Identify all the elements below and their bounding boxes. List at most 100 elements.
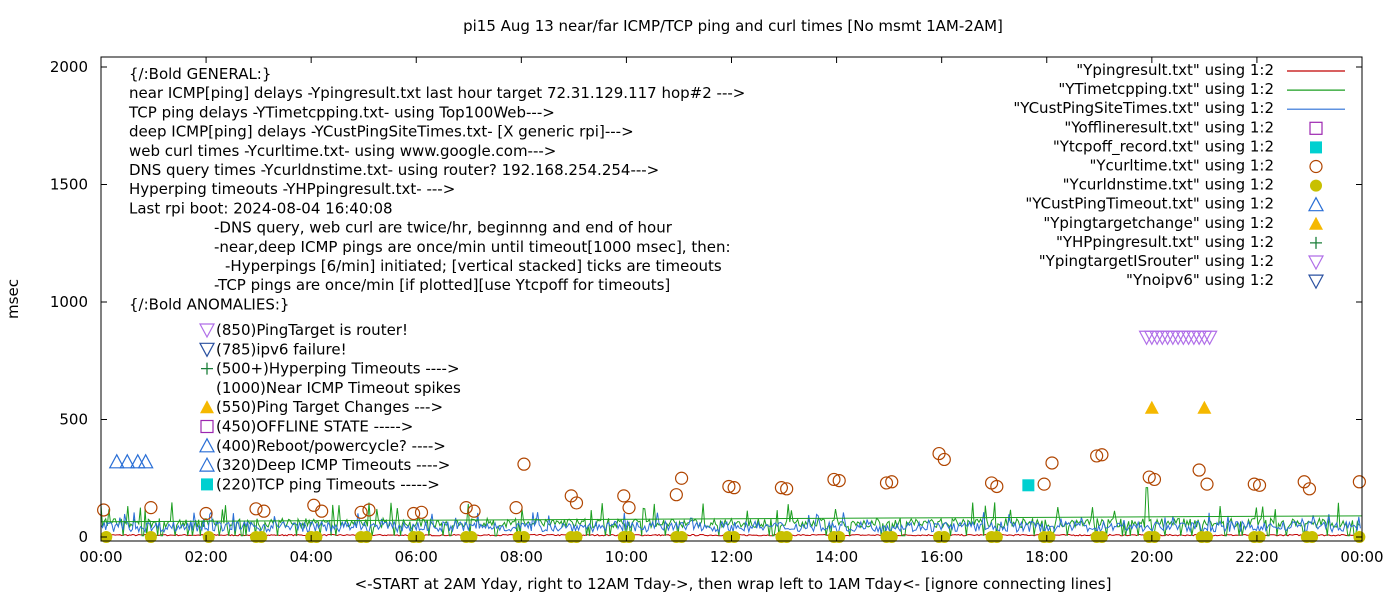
data-point <box>674 471 689 485</box>
x-tick-label: 22:00 <box>1235 548 1278 566</box>
data-point <box>937 452 951 467</box>
data-point <box>1252 478 1267 492</box>
legend-label: "Ynoipv6" using 1:2 <box>1126 271 1274 289</box>
anomaly-key-marker <box>198 437 216 453</box>
data-point <box>1037 477 1051 491</box>
anomaly-key-label: (220)TCP ping Timeouts -----> <box>216 475 440 493</box>
data-point <box>199 506 213 521</box>
anomaly-key-marker <box>198 323 216 339</box>
anomaly-key-marker <box>198 456 216 472</box>
legend-label: "Ypingresult.txt" using 1:2 <box>1076 61 1274 79</box>
data-point <box>1200 477 1214 491</box>
data-point <box>307 498 321 512</box>
annotation-line: Last rpi boot: 2024-08-04 16:40:08 <box>129 199 393 217</box>
legend-marker <box>1310 179 1322 192</box>
data-point <box>315 504 329 518</box>
x-tick-label: 06:00 <box>395 548 438 566</box>
annotation-line: -Hyperpings [6/min] initiated; [vertical… <box>225 257 722 275</box>
anomaly-key-marker <box>198 342 216 358</box>
data-point <box>1045 456 1059 470</box>
data-point <box>564 489 578 503</box>
data-point <box>1095 448 1109 462</box>
annotation-line: -DNS query, web curl are twice/hr, begin… <box>214 219 673 237</box>
data-point <box>774 481 789 495</box>
data-point <box>459 501 473 515</box>
anomaly-key-marker <box>201 362 213 375</box>
x-tick-label: 20:00 <box>1130 548 1173 566</box>
annotation-line: TCP ping delays -YTimetcpping.txt- using… <box>128 103 555 121</box>
legend-label: "YpingtargetISrouter" using 1:2 <box>1039 252 1274 270</box>
series-line-trend <box>100 515 1363 523</box>
annotation-line: near ICMP[ping] delays -Ypingresult.txt … <box>129 84 745 102</box>
data-point <box>97 503 111 517</box>
annotation-block: {/:Bold GENERAL:}near ICMP[ping] delays … <box>128 65 745 493</box>
data-point <box>414 505 429 519</box>
data-point <box>675 531 688 543</box>
data-point <box>722 479 736 494</box>
y-tick-label: 500 <box>59 411 88 429</box>
series-lines <box>100 487 1363 537</box>
anomaly-key-label: (450)OFFLINE STATE -----> <box>216 418 413 436</box>
annotation-line: {/:Bold ANOMALIES:} <box>129 295 289 313</box>
annotation-line: {/:Bold GENERAL:} <box>129 65 271 83</box>
data-point <box>570 531 583 543</box>
data-point <box>780 482 794 496</box>
legend-marker <box>1309 159 1323 174</box>
x-tick-label: 16:00 <box>920 548 963 566</box>
data-point <box>310 531 323 543</box>
data-point <box>990 531 1003 543</box>
data-point <box>1022 479 1035 492</box>
x-tick-label: 04:00 <box>290 548 333 566</box>
data-point <box>885 475 899 489</box>
data-point <box>1302 482 1317 496</box>
data-point <box>990 479 1004 494</box>
data-point <box>617 489 631 503</box>
data-point <box>144 531 157 543</box>
data-point <box>1192 463 1206 477</box>
annotation-line: Hyperping timeouts -YHPpingresult.txt- -… <box>129 180 455 198</box>
x-tick-label: 00:00 <box>79 548 122 566</box>
anomaly-key-marker <box>201 478 213 491</box>
y-tick-label: 1000 <box>50 293 88 311</box>
data-point <box>1201 531 1214 543</box>
data-point <box>119 453 136 469</box>
data-point <box>1197 400 1212 414</box>
data-point <box>827 472 841 487</box>
data-point <box>144 501 158 515</box>
data-point <box>1201 330 1218 346</box>
data-point <box>509 501 523 515</box>
anomaly-key-marker <box>200 419 214 434</box>
data-point <box>1147 472 1162 487</box>
annotation-line: -TCP pings are once/min [if plotted][use… <box>214 276 670 294</box>
data-point <box>1247 477 1261 491</box>
axes: 00:00 02:00 04:00 06:00 08:00 10:00 12:00 14:00… <box>50 57 1384 566</box>
y-tick-label: 2000 <box>50 58 88 76</box>
data-point <box>255 531 268 543</box>
y-tick-label: 1500 <box>50 176 88 194</box>
legend-marker <box>1310 141 1322 154</box>
data-point <box>1090 449 1104 463</box>
legend-marker <box>1307 255 1325 271</box>
data-point <box>517 457 531 471</box>
data-point <box>467 504 481 518</box>
anomaly-key-label: (550)Ping Target Changes ---> <box>216 398 443 416</box>
legend-label: "Ytcpoff_record.txt" using 1:2 <box>1053 137 1274 156</box>
legend-label: "YTimetcpping.txt" using 1:2 <box>1058 80 1274 98</box>
anomaly-key-label: (320)Deep ICMP Timeouts ----> <box>216 456 450 474</box>
legend-marker <box>1310 236 1322 249</box>
x-tick-label: 12:00 <box>710 548 753 566</box>
data-point <box>622 501 636 515</box>
data-point <box>249 502 263 516</box>
data-point <box>1297 475 1311 489</box>
data-point <box>465 531 478 543</box>
data-point <box>129 453 146 469</box>
legend-marker <box>1307 196 1325 212</box>
legend-label: "Ycurltime.txt" using 1:2 <box>1089 157 1274 175</box>
legend: "Ypingresult.txt" using 1:2"YTimetcpping… <box>1013 61 1345 290</box>
y-axis-label: msec <box>4 279 22 319</box>
y-tick-label: 0 <box>78 528 88 546</box>
data-point <box>354 505 368 519</box>
data-point <box>885 531 898 543</box>
data-point <box>1144 400 1159 414</box>
